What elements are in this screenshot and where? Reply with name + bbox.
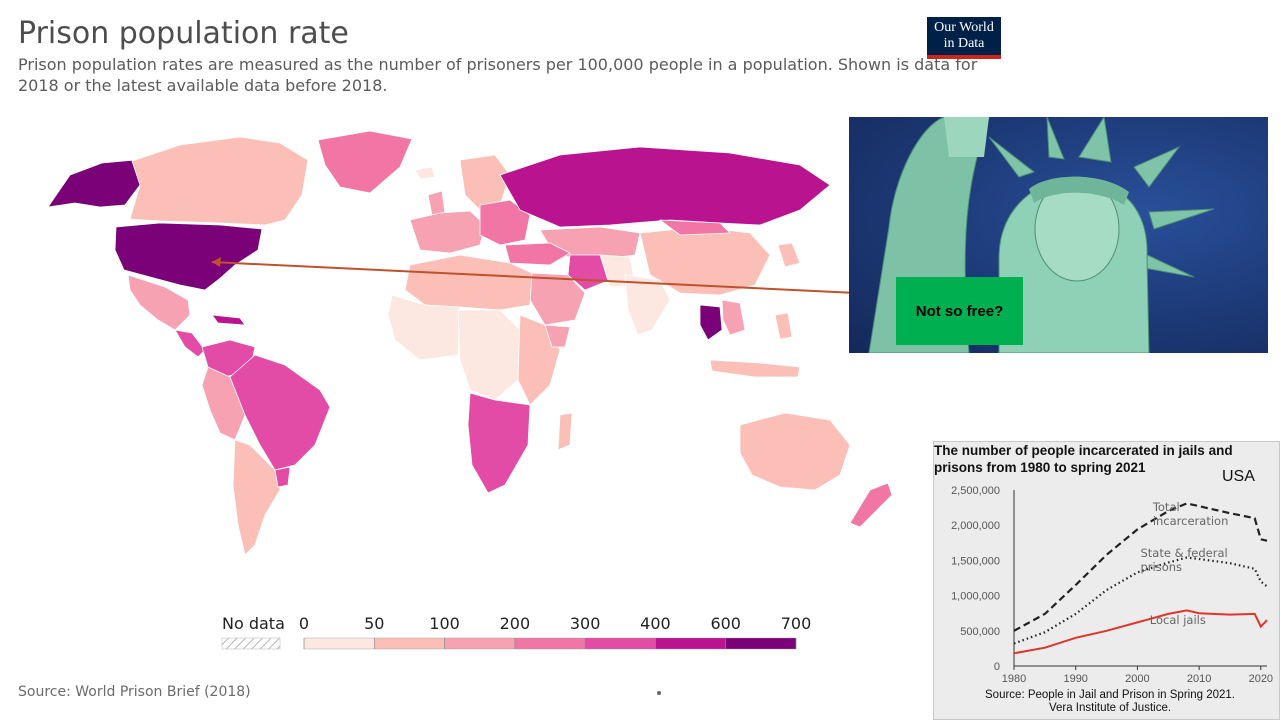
legend-tick-label: 50 <box>364 614 384 633</box>
annotation-callout: Not so free? <box>896 277 1023 345</box>
logo-line-1: Our World <box>934 20 994 35</box>
inset-series-line-0 <box>1013 502 1268 632</box>
legend-bin-1 <box>374 637 445 650</box>
inset-y-tick-label: 500,000 <box>960 626 1000 638</box>
chart-title: Prison population rate <box>18 16 349 51</box>
inset-x-tick-label: 2000 <box>1125 673 1149 685</box>
inset-series-label: State & federal prisons <box>1141 546 1228 574</box>
legend-bin-0 <box>303 637 375 650</box>
inset-title-line-1: The number of people incarcerated in jai… <box>934 443 1233 458</box>
region-eastern-europe <box>479 199 531 246</box>
legend-tick-label: 200 <box>500 614 531 633</box>
region-korea-japan <box>777 242 801 268</box>
annotation-arrow <box>211 261 899 296</box>
region-indonesia <box>709 359 801 378</box>
region-central-africa <box>457 309 521 401</box>
legend-tick-label: 100 <box>429 614 460 633</box>
region-southern-africa <box>467 392 531 494</box>
inset-x-tick-label: 1990 <box>1063 673 1087 685</box>
inset-x-tick-label: 2020 <box>1249 673 1273 685</box>
source-note: Source: World Prison Brief (2018) <box>18 684 251 700</box>
inset-x-tick-label: 1980 <box>1002 673 1026 685</box>
region-new-zealand <box>849 482 893 528</box>
inset-line-chart: 0 500,000 1,000,000 1,500,000 2,000,000 2,500… <box>951 485 1273 685</box>
region-alaska <box>47 159 141 208</box>
region-brazil <box>229 354 331 471</box>
region-central-america <box>174 329 206 358</box>
region-turkey-caucasus <box>504 242 571 266</box>
region-russia <box>499 146 831 228</box>
legend-tick-label: 300 <box>570 614 601 633</box>
legend-bin-4 <box>584 637 656 650</box>
region-thailand <box>699 304 723 341</box>
color-legend: No data 0 50 100 200 300 400 600 700 <box>220 612 820 652</box>
region-argentina-chile <box>232 439 281 556</box>
inset-title-line-2: prisons from 1980 to spring 2021 <box>934 460 1146 475</box>
region-north-africa <box>404 254 533 311</box>
region-uruguay <box>274 466 291 488</box>
legend-bin-3 <box>514 637 586 650</box>
inset-chart-title: The number of people incarcerated in jai… <box>934 442 1264 476</box>
inset-country-label: USA <box>1222 468 1255 485</box>
legend-tick-label: 600 <box>710 614 741 633</box>
world-map-svg <box>47 130 899 556</box>
region-usa <box>114 222 263 291</box>
inset-y-tick-label: 2,500,000 <box>951 485 1000 497</box>
legend-tick-label: 400 <box>640 614 671 633</box>
inset-x-tick-label: 2010 <box>1187 673 1211 685</box>
region-iceland <box>414 166 436 180</box>
region-canada <box>129 136 309 226</box>
slide-dot <box>657 691 661 695</box>
inset-source-line-1: Source: People in Jail and Prison in Spr… <box>985 689 1235 701</box>
region-indochina <box>721 299 746 336</box>
inset-source-line-2: Vera Institute of Justice. <box>1048 702 1172 714</box>
inset-series-line-2 <box>1013 609 1268 655</box>
region-caribbean <box>211 314 246 326</box>
region-uk <box>427 190 446 216</box>
owid-logo[interactable]: Our World in Data <box>927 17 1001 59</box>
region-madagascar <box>557 412 573 451</box>
inset-y-tick-label: 2,000,000 <box>951 520 1000 532</box>
region-west-africa <box>387 294 461 361</box>
region-australia <box>739 412 851 491</box>
region-philippines <box>774 312 793 340</box>
legend-no-data-swatch <box>221 637 281 650</box>
legend-bin-5 <box>655 637 726 650</box>
inset-series-label: Local jails <box>1150 613 1206 627</box>
inset-y-tick-label: 1,000,000 <box>951 591 1000 603</box>
inset-chart-panel <box>933 441 1280 720</box>
region-mongolia <box>659 219 731 236</box>
legend-bins: 0 50 100 200 300 400 600 700 <box>299 614 812 650</box>
legend-bin-6 <box>725 637 797 650</box>
legend-bin-2 <box>444 637 516 650</box>
legend-tick-label: 700 <box>781 614 812 633</box>
inset-chart-source: Source: People in Jail and Prison in Spr… <box>945 689 1275 715</box>
inset-series-line-1 <box>1013 556 1268 645</box>
region-western-europe <box>409 210 486 254</box>
inset-series-label: Total incarceration <box>1152 500 1229 528</box>
chart-subtitle: Prison population rates are measured as … <box>18 55 978 95</box>
inset-y-tick-label: 1,500,000 <box>951 555 1000 567</box>
logo-line-2: in Data <box>943 36 985 51</box>
world-map[interactable] <box>40 115 900 575</box>
region-greenland <box>317 130 413 194</box>
inset-y-tick-label: 0 <box>994 661 1000 673</box>
annotation-arrowhead <box>212 257 221 267</box>
region-horn-africa <box>544 324 571 348</box>
legend-tick-label: 0 <box>299 614 309 633</box>
legend-no-data-label: No data <box>222 614 285 633</box>
region-india <box>624 274 671 336</box>
